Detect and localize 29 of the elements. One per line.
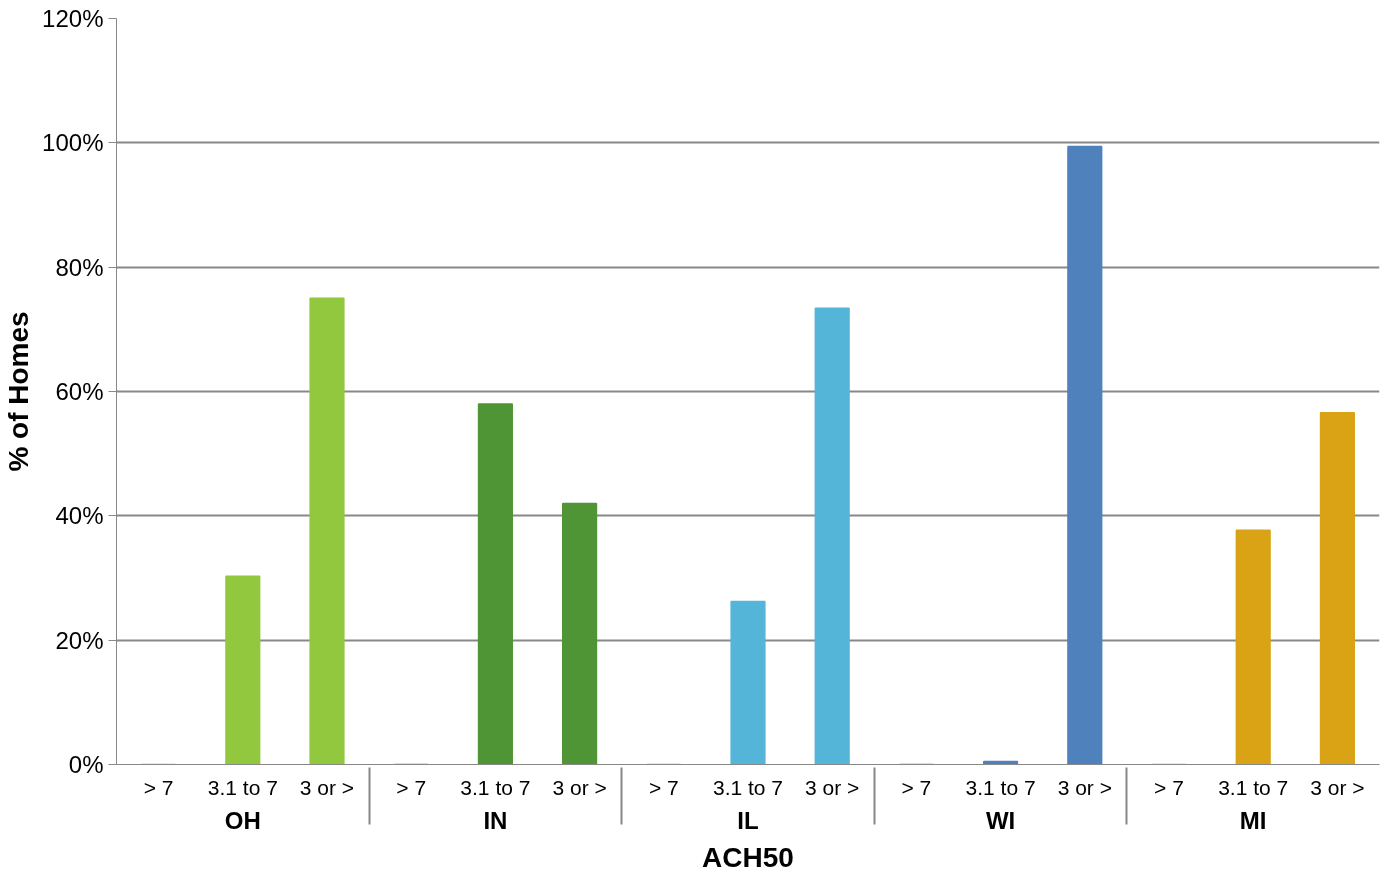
- text: 3 or >: [1057, 775, 1112, 799]
- x-tick-label: IL: [737, 806, 759, 834]
- y-tick-label: 40%: [55, 502, 104, 530]
- text: 3 or >: [805, 775, 860, 799]
- x-axis-title: ACH50: [702, 841, 794, 873]
- text: > 7: [648, 775, 679, 799]
- text: > 7: [901, 775, 932, 799]
- y-tick-label: 0%: [68, 751, 104, 778]
- y-tick-label: 20%: [55, 626, 104, 654]
- text: 3 or >: [1310, 775, 1365, 799]
- y-axis-title: % of Homes: [3, 311, 35, 472]
- y-tick-label: 100%: [42, 129, 104, 157]
- y-tick-label: 60%: [55, 378, 104, 405]
- series-label: > 7: [143, 775, 174, 799]
- series-label: 3 or >: [552, 775, 607, 799]
- text: 3.1 to 7: [712, 775, 784, 799]
- y-tick-label: 80%: [55, 253, 104, 281]
- x-tick-label: MI: [1239, 806, 1267, 834]
- x-tick-label: WI: [985, 806, 1016, 834]
- text: > 7: [396, 775, 427, 799]
- y-tick-label: 120%: [42, 5, 104, 32]
- text: 3.1 to 7: [965, 775, 1036, 799]
- text: 3 or >: [299, 775, 355, 799]
- x-tick-label: IN: [483, 806, 508, 834]
- text: 3.1 to 7: [207, 775, 278, 799]
- series-label: 3.1 to 7: [1218, 775, 1289, 799]
- text: 3.1 to 7: [460, 775, 531, 799]
- text: > 7: [1154, 775, 1184, 799]
- x-tick-label: OH: [224, 806, 261, 834]
